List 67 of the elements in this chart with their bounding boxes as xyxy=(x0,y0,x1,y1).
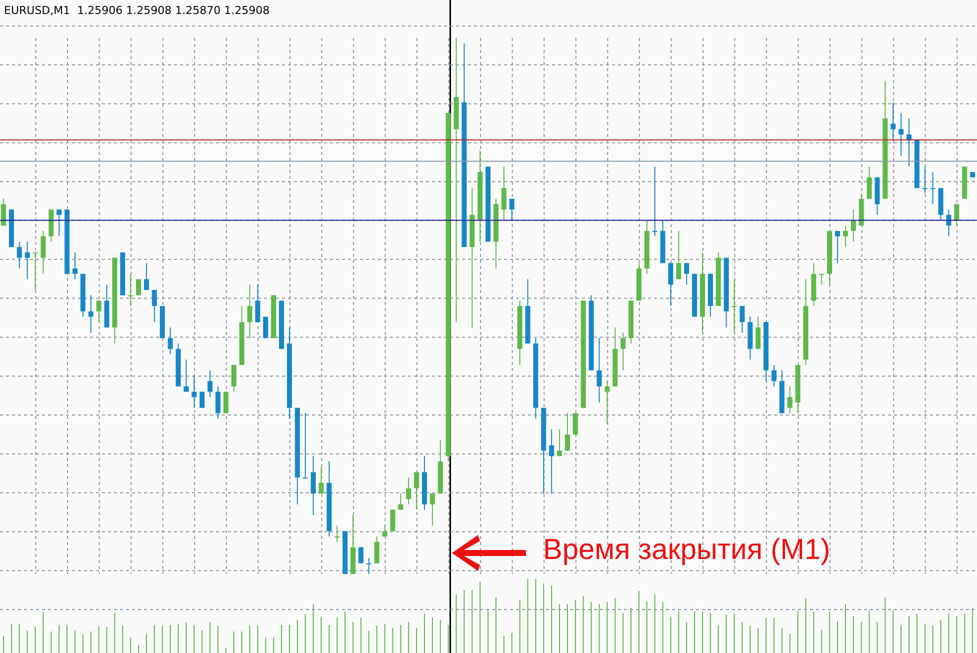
candlestick xyxy=(549,428,554,494)
candlestick xyxy=(509,198,514,221)
candlestick xyxy=(898,112,904,156)
candlestick xyxy=(652,166,658,237)
candlestick xyxy=(890,102,896,140)
candlestick xyxy=(430,493,435,526)
chart-title: EURUSD,M1 1.25906 1.25908 1.25870 1.25908 xyxy=(4,4,270,17)
candlestick xyxy=(454,38,459,323)
candlestick xyxy=(215,386,220,420)
candlestick xyxy=(819,273,824,286)
candlestick xyxy=(168,326,173,355)
candlestick xyxy=(930,172,936,205)
candlestick xyxy=(200,391,205,408)
candlestick xyxy=(231,364,236,392)
candlestick xyxy=(390,509,396,532)
candlestick xyxy=(398,493,404,510)
candlestick xyxy=(263,316,268,339)
candlestick xyxy=(572,412,578,436)
candlestick xyxy=(366,557,372,574)
candlestick xyxy=(557,428,562,457)
candlestick xyxy=(32,252,38,290)
candlestick xyxy=(40,230,46,274)
candlestick xyxy=(358,546,364,564)
candlestick xyxy=(318,466,324,494)
candlestick xyxy=(96,300,102,323)
candlestick xyxy=(208,370,213,398)
candlestick xyxy=(414,472,420,510)
candlestick xyxy=(88,294,94,334)
candlestick xyxy=(922,166,928,194)
candlestick xyxy=(334,525,340,542)
candlestick xyxy=(787,386,792,414)
candlestick xyxy=(255,284,260,323)
candlestick xyxy=(56,209,62,237)
candlestick xyxy=(72,252,78,280)
candlestick xyxy=(374,536,380,564)
candlestick xyxy=(128,273,134,306)
candlestick xyxy=(310,456,316,516)
candlestick xyxy=(676,230,682,280)
candlestick xyxy=(184,359,189,392)
candlestick xyxy=(732,278,737,334)
candlestick xyxy=(835,230,840,264)
candlestick xyxy=(756,316,761,350)
candlestick xyxy=(684,262,690,286)
candlestick xyxy=(24,241,30,280)
candlestick xyxy=(850,209,856,242)
candlestick xyxy=(501,166,506,221)
candlestick xyxy=(668,262,674,306)
candlestick xyxy=(866,166,872,200)
candlestick xyxy=(406,477,412,505)
candlestick xyxy=(842,225,848,248)
candlestick xyxy=(144,262,149,290)
candlestick xyxy=(740,306,745,334)
candlestick xyxy=(136,278,142,296)
candlestick xyxy=(906,118,912,168)
annotation: Время закрытия (M1) xyxy=(543,534,830,567)
candlestick xyxy=(620,332,626,371)
candlestick xyxy=(564,412,570,452)
candlestick xyxy=(954,204,960,226)
candlestick xyxy=(771,364,776,387)
candlestick xyxy=(596,338,602,403)
candlestick xyxy=(604,380,610,424)
candlestick xyxy=(382,525,388,537)
candlestick xyxy=(302,412,308,479)
candlestick xyxy=(192,375,197,408)
candlestick xyxy=(247,284,252,339)
candlestick xyxy=(152,289,157,323)
candlestick xyxy=(16,241,22,269)
